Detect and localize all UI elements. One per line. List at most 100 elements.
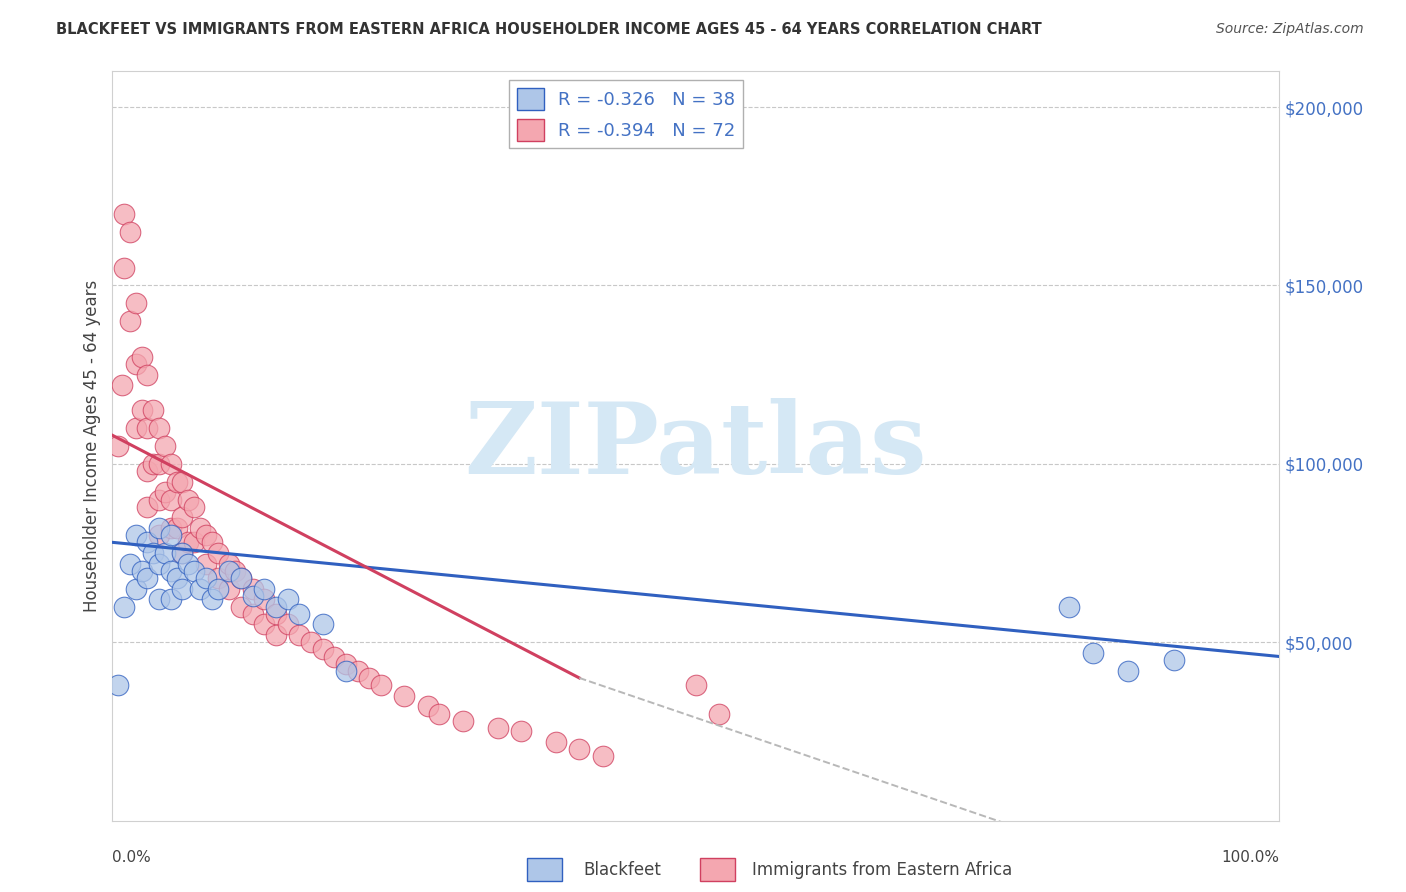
Point — [183, 535, 205, 549]
Point — [201, 592, 224, 607]
Point — [142, 403, 165, 417]
Point — [264, 628, 287, 642]
Point — [148, 592, 170, 607]
Text: 100.0%: 100.0% — [1222, 850, 1279, 865]
Point — [229, 571, 252, 585]
Point — [107, 678, 129, 692]
Point — [125, 357, 148, 371]
Point — [118, 314, 141, 328]
Point — [288, 628, 311, 642]
Point — [148, 557, 170, 571]
Point — [264, 599, 287, 614]
Point — [177, 557, 200, 571]
Point — [160, 528, 183, 542]
Point — [136, 535, 159, 549]
Point — [242, 607, 264, 621]
Point — [201, 535, 224, 549]
Point — [323, 649, 346, 664]
Point — [299, 635, 322, 649]
Point — [131, 403, 153, 417]
Point — [148, 492, 170, 507]
Point — [568, 742, 591, 756]
Point — [276, 592, 298, 607]
Point — [218, 557, 240, 571]
Point — [118, 557, 141, 571]
Point — [111, 378, 134, 392]
Text: ZIPatlas: ZIPatlas — [465, 398, 927, 494]
Point — [118, 225, 141, 239]
Point — [311, 642, 333, 657]
Point — [709, 706, 731, 721]
Point — [229, 599, 252, 614]
Point — [148, 457, 170, 471]
Point — [264, 607, 287, 621]
Point — [359, 671, 381, 685]
Point — [172, 510, 194, 524]
Point — [125, 528, 148, 542]
Point — [592, 749, 614, 764]
Point — [194, 528, 217, 542]
Point — [131, 564, 153, 578]
Point — [166, 521, 188, 535]
Point — [112, 599, 135, 614]
Point — [218, 582, 240, 596]
Point — [160, 457, 183, 471]
Point — [125, 582, 148, 596]
Point — [253, 617, 276, 632]
Point — [207, 546, 229, 560]
Point — [136, 500, 159, 514]
Point — [112, 260, 135, 275]
Point — [107, 439, 129, 453]
Point — [335, 664, 357, 678]
Point — [544, 735, 567, 749]
Point — [253, 582, 276, 596]
Point — [153, 439, 176, 453]
Point — [148, 421, 170, 435]
Point — [172, 546, 194, 560]
Point — [253, 592, 276, 607]
Point — [218, 564, 240, 578]
Point — [125, 421, 148, 435]
Point — [172, 546, 194, 560]
Text: Blackfeet: Blackfeet — [583, 861, 661, 879]
Point — [131, 350, 153, 364]
Point — [224, 564, 246, 578]
Point — [276, 617, 298, 632]
Point — [177, 535, 200, 549]
Point — [177, 492, 200, 507]
Point — [207, 571, 229, 585]
Point — [427, 706, 450, 721]
Text: 0.0%: 0.0% — [112, 850, 152, 865]
Point — [229, 571, 252, 585]
Legend: R = -0.326   N = 38, R = -0.394   N = 72: R = -0.326 N = 38, R = -0.394 N = 72 — [509, 80, 742, 148]
Point — [288, 607, 311, 621]
Point — [160, 521, 183, 535]
Point — [242, 582, 264, 596]
Point — [142, 546, 165, 560]
Point — [335, 657, 357, 671]
Point — [136, 571, 159, 585]
Point — [153, 546, 176, 560]
Point — [188, 521, 211, 535]
Point — [172, 475, 194, 489]
Point — [188, 582, 211, 596]
Point — [142, 457, 165, 471]
Point — [183, 500, 205, 514]
Text: Source: ZipAtlas.com: Source: ZipAtlas.com — [1216, 22, 1364, 37]
Point — [207, 582, 229, 596]
Point — [394, 689, 416, 703]
Point — [1059, 599, 1081, 614]
Point — [311, 617, 333, 632]
Text: BLACKFEET VS IMMIGRANTS FROM EASTERN AFRICA HOUSEHOLDER INCOME AGES 45 - 64 YEAR: BLACKFEET VS IMMIGRANTS FROM EASTERN AFR… — [56, 22, 1042, 37]
Point — [183, 564, 205, 578]
Point — [160, 564, 183, 578]
Y-axis label: Householder Income Ages 45 - 64 years: Householder Income Ages 45 - 64 years — [83, 280, 101, 612]
Point — [1163, 653, 1185, 667]
Point — [451, 714, 474, 728]
Point — [242, 589, 264, 603]
Text: Immigrants from Eastern Africa: Immigrants from Eastern Africa — [752, 861, 1012, 879]
Point — [136, 464, 159, 478]
Point — [416, 699, 439, 714]
Point — [1116, 664, 1139, 678]
Point — [112, 207, 135, 221]
